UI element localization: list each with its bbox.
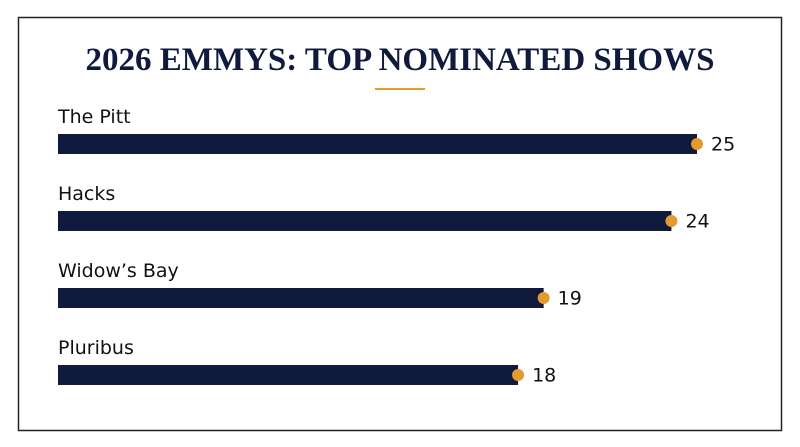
chart-title: 2026 EMMYS: TOP NOMINATED SHOWS: [86, 42, 715, 78]
bar: [58, 211, 672, 231]
category-label: Widow’s Bay: [58, 260, 179, 282]
bar-end-marker: [691, 138, 703, 150]
value-label: 18: [532, 365, 556, 387]
category-label: Pluribus: [58, 337, 134, 359]
bar-end-marker: [665, 215, 678, 227]
category-label: Hacks: [58, 183, 115, 205]
category-label: The Pitt: [57, 106, 131, 128]
bar-end-marker: [537, 292, 550, 304]
bar: [58, 134, 697, 154]
bar-end-marker: [512, 369, 525, 381]
value-label: 24: [685, 211, 709, 233]
value-label: 19: [558, 288, 582, 310]
bar: [58, 288, 544, 308]
value-label: 25: [711, 134, 735, 156]
bar: [58, 365, 519, 385]
